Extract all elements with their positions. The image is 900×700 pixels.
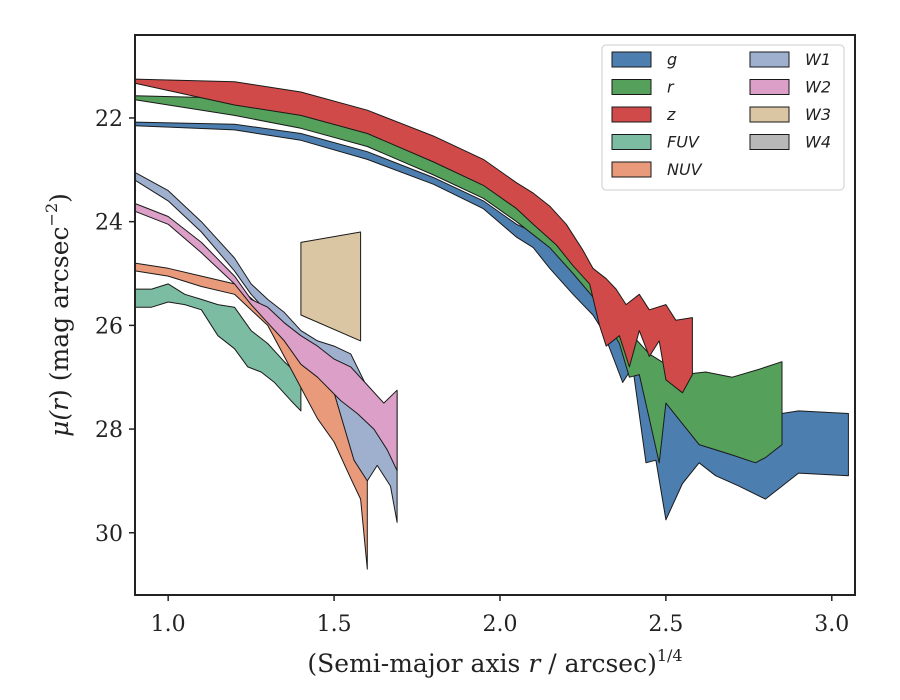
y-axis-label-power: −2 [42, 203, 61, 227]
y-axis-label-close: ) [45, 193, 74, 203]
legend-label-w1: W1 [805, 50, 831, 69]
x-tick-label: 1.0 [151, 612, 186, 637]
y-axis-label: μ(r) (mag arcsec−2) [42, 193, 74, 437]
x-tick-label: 1.5 [317, 612, 352, 637]
y-tick-label: 26 [95, 314, 123, 339]
legend-label-nuv: NUV [667, 160, 703, 179]
y-axis-ticks: 22 24 26 28 30 [95, 107, 135, 547]
legend-label-w3: W3 [805, 105, 831, 124]
x-axis-label-main: (Semi-major axis [307, 649, 528, 678]
series-areas [134, 78, 849, 570]
x-axis-label-power: 1/4 [657, 646, 683, 665]
y-tick-label: 22 [95, 107, 123, 132]
x-axis-label-var: r [528, 649, 542, 678]
y-axis-label-var: r [45, 397, 74, 411]
y-axis-label-tail: ) (mag arcsec [45, 226, 74, 399]
legend-label-w2: W2 [805, 78, 831, 97]
plot-frame [134, 34, 856, 596]
legend-swatch-z [611, 106, 652, 123]
y-axis-label-main: μ( [45, 410, 74, 437]
legend-label-fuv: FUV [667, 133, 700, 152]
x-axis-label-tail: / arcsec) [540, 649, 657, 678]
legend-label-g: g [667, 50, 677, 69]
legend-swatch-g [611, 51, 652, 68]
y-tick-label: 24 [95, 211, 123, 236]
y-tick-label: 28 [95, 418, 123, 443]
series-area-z [134, 78, 693, 394]
legend-label-w4: W4 [805, 133, 831, 152]
legend-swatch-w1 [749, 51, 790, 68]
series-area-w2 [134, 203, 398, 472]
legend-swatch-w3 [749, 106, 790, 123]
legend: grz FUV NUV W1 W2 W3 W4 [601, 44, 845, 191]
legend-label-z: z [666, 105, 676, 124]
x-tick-label: 2.5 [648, 612, 683, 637]
legend-swatch-fuv [611, 134, 652, 150]
x-axis-label: (Semi-major axis r / arcsec)1/4 [307, 646, 682, 678]
legend-swatch-r [611, 79, 652, 95]
series-area-fuv [134, 283, 302, 412]
series-area-w1 [134, 171, 398, 523]
x-tick-label: 2.0 [482, 612, 517, 637]
series-area-w3 [300, 231, 362, 342]
legend-label-r: r [667, 78, 675, 97]
y-tick-label: 30 [95, 522, 123, 547]
legend-swatch-nuv [611, 161, 652, 178]
x-axis-ticks: 1.0 1.5 2.0 2.5 3.0 [151, 595, 849, 637]
legend-swatch-w4 [749, 134, 790, 150]
legend-swatch-w2 [749, 79, 790, 95]
x-tick-label: 3.0 [814, 612, 849, 637]
